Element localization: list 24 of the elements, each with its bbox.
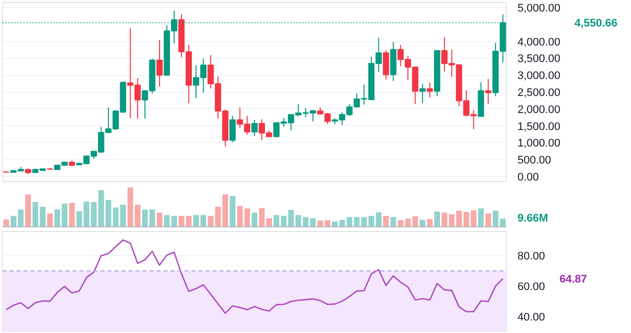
y-tick-label: 60.00 (518, 281, 546, 294)
y-tick-label: 1,500.00 (518, 120, 560, 133)
ref-line-label: 4,550.66 (574, 18, 618, 30)
candlestick (426, 82, 433, 98)
y-tick-label: 3,000.00 (518, 70, 560, 82)
y-tick-label: 80.00 (518, 250, 546, 263)
y-tick-label: 3,500.00 (518, 53, 560, 66)
y-tick-label: 500.00 (518, 154, 552, 167)
candlestick (419, 83, 426, 104)
y-tick-label: 4,000.00 (518, 36, 560, 48)
candlestick (156, 40, 163, 88)
y-tick-label: 1,000.00 (518, 138, 560, 150)
candlestick (251, 119, 258, 137)
y-tick-label: 40.00 (518, 311, 546, 324)
candlestick (229, 115, 236, 143)
candlestick (382, 50, 390, 80)
candlestick (485, 78, 492, 105)
y-tick-label: 5,000.00 (518, 2, 560, 15)
text: 9.66M (518, 212, 548, 224)
text: 64.87 (560, 274, 588, 286)
y-tick-label: 2,500.00 (518, 87, 560, 99)
y-tick-label: 0.00 (518, 171, 539, 184)
line-series (6, 239, 504, 314)
y-tick-label: 2,000.00 (518, 104, 560, 116)
